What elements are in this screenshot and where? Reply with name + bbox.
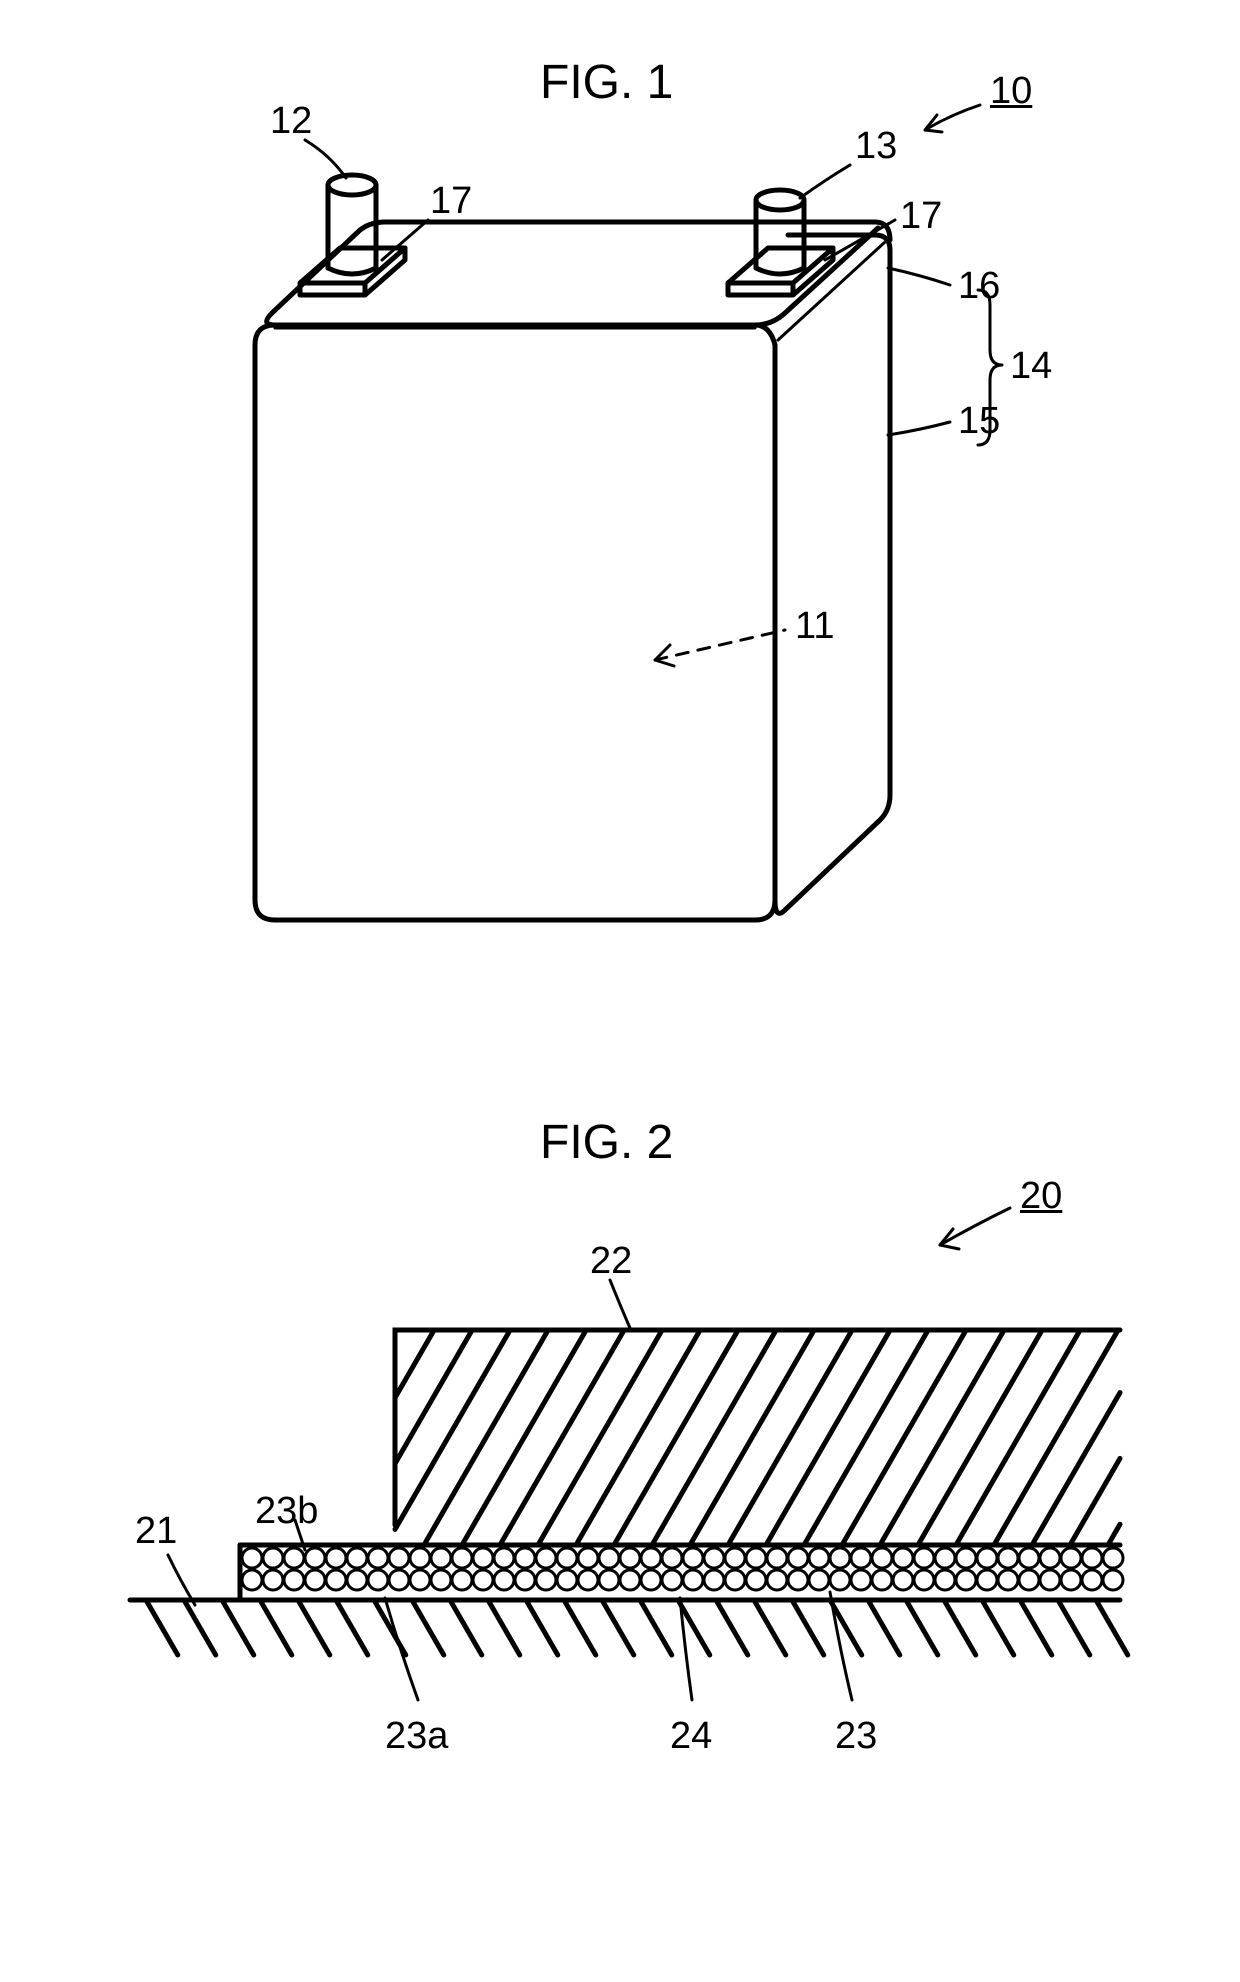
fig1-label-12: 12 <box>270 100 312 143</box>
fig1-label-14: 14 <box>1010 345 1052 388</box>
fig1-diagram <box>160 100 1100 980</box>
fig1-label-13: 13 <box>855 125 897 168</box>
fig2-label-22: 22 <box>590 1240 632 1283</box>
fig2-label-23a: 23a <box>385 1715 448 1758</box>
fig1-label-17-left: 17 <box>430 180 472 223</box>
fig1-label-16: 16 <box>958 265 1000 308</box>
fig2-label-24: 24 <box>670 1715 712 1758</box>
fig1-label-15: 15 <box>958 400 1000 443</box>
fig2-label-20: 20 <box>1020 1175 1062 1218</box>
fig2-label-23: 23 <box>835 1715 877 1758</box>
fig2-title: FIG. 2 <box>540 1115 673 1170</box>
fig1-label-11: 11 <box>795 605 834 648</box>
fig2-label-21: 21 <box>135 1510 177 1553</box>
fig2-label-23b: 23b <box>255 1490 318 1533</box>
fig1-label-17-right: 17 <box>900 195 942 238</box>
fig1-label-10: 10 <box>990 70 1032 113</box>
